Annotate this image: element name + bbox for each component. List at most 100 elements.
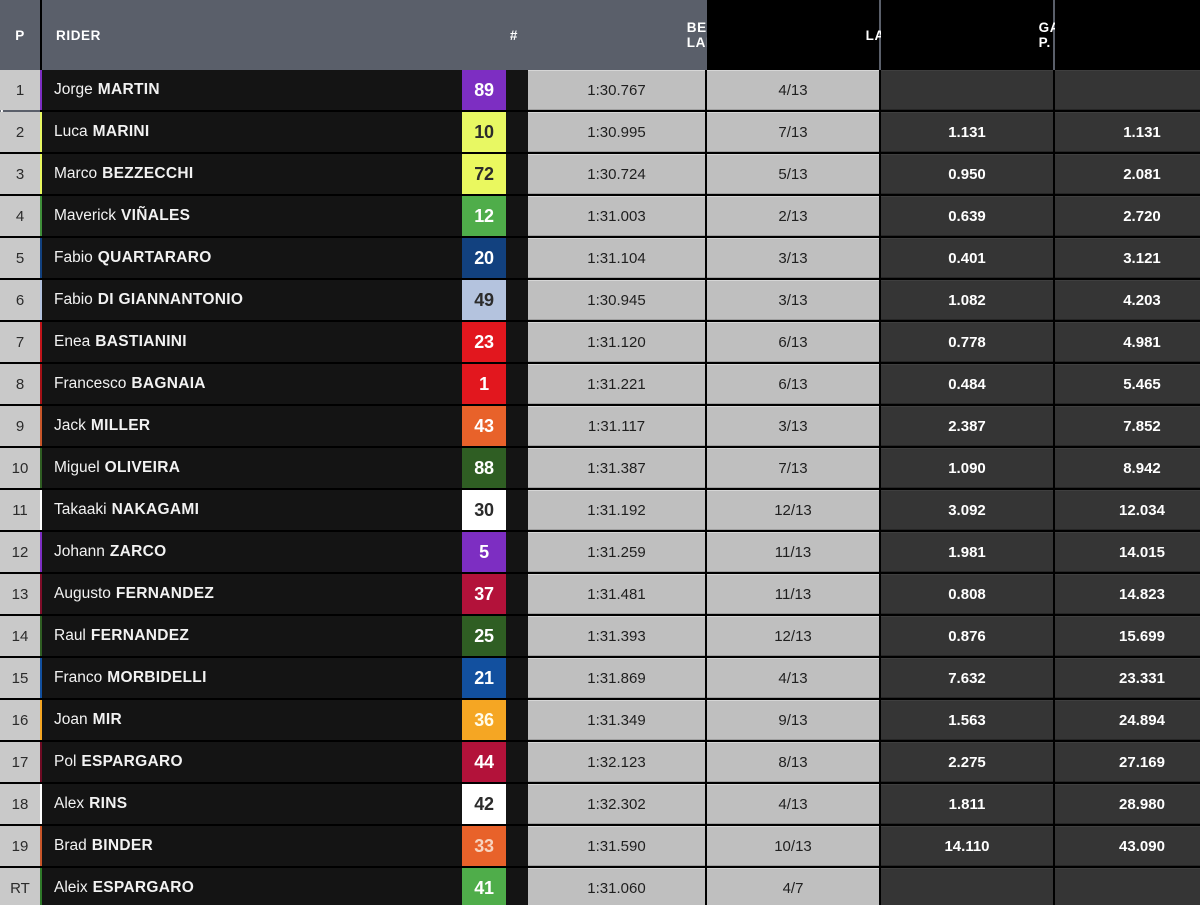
table-row[interactable]: 10 Miguel OLIVEIRA 88 1:31.387 7/13 1.090 8.942 <box>0 448 1200 488</box>
rider-first-name: Jorge <box>54 81 93 98</box>
table-row[interactable]: 1 Jorge MARTIN 89 1:30.767 4/13 <box>0 70 1200 110</box>
table-row[interactable]: 8 Francesco BAGNAIA 1 1:31.221 6/13 0.484 5.465 <box>0 364 1200 404</box>
team-accent-bar <box>40 700 42 740</box>
cell-lap: 10/13 <box>707 826 879 866</box>
team-accent-bar <box>40 154 42 194</box>
row-divider <box>0 530 1200 532</box>
cell-divider <box>705 616 707 656</box>
cell-gap-previous: 0.639 <box>881 196 1053 236</box>
cell-best-lap: 1:31.259 <box>528 532 705 572</box>
row-divider <box>0 446 1200 448</box>
rider-last-name: ESPARGARO <box>92 879 195 896</box>
table-row[interactable]: 13 Augusto FERNANDEZ 37 1:31.481 11/13 0.808 14… <box>0 574 1200 614</box>
cell-gap-previous: 0.950 <box>881 154 1053 194</box>
cell-divider <box>1053 196 1055 236</box>
table-row[interactable]: 17 Pol ESPARGARO 44 1:32.123 8/13 2.275 27.169 <box>0 742 1200 782</box>
table-row[interactable]: 16 Joan MIR 36 1:31.349 9/13 1.563 24.894 <box>0 700 1200 740</box>
header-position[interactable]: P <box>0 0 40 70</box>
cell-lap: 6/13 <box>707 322 879 362</box>
row-tail <box>506 784 528 824</box>
cell-divider <box>705 364 707 404</box>
cell-position: RT <box>0 868 40 905</box>
cell-divider <box>705 700 707 740</box>
cell-rider-number: 49 <box>462 280 506 320</box>
cell-gap-previous: 7.632 <box>881 658 1053 698</box>
cell-lap: 4/13 <box>707 784 879 824</box>
row-divider <box>0 782 1200 784</box>
header-number[interactable]: # <box>506 0 528 70</box>
cell-divider <box>1053 448 1055 488</box>
cell-gap-first: 5.465 <box>1055 364 1200 404</box>
rider-first-name: Brad <box>54 837 87 854</box>
cell-rider-name: Fabio DI GIANNANTONIO <box>42 280 462 320</box>
table-row[interactable]: RT Aleix ESPARGARO 41 1:31.060 4/7 <box>0 868 1200 905</box>
rider-number-badge: 43 <box>462 406 506 446</box>
cell-lap: 6/13 <box>707 364 879 404</box>
cell-divider <box>879 658 881 698</box>
table-row[interactable]: 3 Marco BEZZECCHI 72 1:30.724 5/13 0.950 2.081 <box>0 154 1200 194</box>
cell-gap-previous: 0.876 <box>881 616 1053 656</box>
cell-divider <box>705 574 707 614</box>
cell-rider-name: Brad BINDER <box>42 826 462 866</box>
cell-divider <box>879 826 881 866</box>
cell-gap-first: 3.121 <box>1055 238 1200 278</box>
cell-rider-number: 23 <box>462 322 506 362</box>
table-row[interactable]: 18 Alex RINS 42 1:32.302 4/13 1.811 28.980 <box>0 784 1200 824</box>
header-spacer <box>528 0 705 70</box>
cell-position: 8 <box>0 364 40 404</box>
cell-divider <box>879 532 881 572</box>
cell-divider <box>705 532 707 572</box>
table-row[interactable]: 9 Jack MILLER 43 1:31.117 3/13 2.387 7.852 <box>0 406 1200 446</box>
cell-rider-number: 20 <box>462 238 506 278</box>
cell-best-lap: 1:31.104 <box>528 238 705 278</box>
rider-last-name: BINDER <box>91 837 153 854</box>
cell-gap-first: 24.894 <box>1055 700 1200 740</box>
cell-best-lap: 1:31.869 <box>528 658 705 698</box>
cell-rider-number: 89 <box>462 70 506 110</box>
rider-last-name: BAGNAIA <box>131 375 206 392</box>
table-row[interactable]: 6 Fabio DI GIANNANTONIO 49 1:30.945 3/13 1.082… <box>0 280 1200 320</box>
cell-best-lap: 1:31.120 <box>528 322 705 362</box>
row-tail <box>506 154 528 194</box>
row-divider <box>0 740 1200 742</box>
table-header: P RIDER # BEST LAP LAP GAP P. GAP F. <box>0 0 1200 140</box>
cell-rider-number: 43 <box>462 406 506 446</box>
cell-rider-name: Aleix ESPARGARO <box>42 868 462 905</box>
table-row[interactable]: 14 Raul FERNANDEZ 25 1:31.393 12/13 0.876 15.69… <box>0 616 1200 656</box>
table-row[interactable]: 5 Fabio QUARTARARO 20 1:31.104 3/13 0.401 3.121 <box>0 238 1200 278</box>
cell-rider-number: 72 <box>462 154 506 194</box>
cell-gap-first: 14.823 <box>1055 574 1200 614</box>
table-row[interactable]: 2 Luca MARINI 10 1:30.995 7/13 1.131 1.131 <box>0 112 1200 152</box>
rider-number-badge: 42 <box>462 784 506 824</box>
cell-divider <box>1053 322 1055 362</box>
rider-last-name: BASTIANINI <box>95 333 187 350</box>
cell-divider <box>705 868 707 905</box>
table-row[interactable]: 19 Brad BINDER 33 1:31.590 10/13 14.110 43.090 <box>0 826 1200 866</box>
cell-position: 6 <box>0 280 40 320</box>
cell-lap: 7/13 <box>707 112 879 152</box>
rider-last-name: FERNANDEZ <box>115 585 215 602</box>
row-divider <box>0 362 1200 364</box>
cell-divider <box>1053 280 1055 320</box>
cell-best-lap: 1:30.724 <box>528 154 705 194</box>
header-rider[interactable]: RIDER <box>42 0 506 70</box>
cell-rider-name: Jorge MARTIN <box>42 70 462 110</box>
table-row[interactable]: 12 Johann ZARCO 5 1:31.259 11/13 1.981 14.015 <box>0 532 1200 572</box>
cell-divider <box>1053 490 1055 530</box>
cell-divider <box>705 322 707 362</box>
rider-last-name: DI GIANNANTONIO <box>97 291 244 308</box>
rider-first-name: Johann <box>54 543 105 560</box>
cell-best-lap: 1:31.590 <box>528 826 705 866</box>
table-row[interactable]: 15 Franco MORBIDELLI 21 1:31.869 4/13 7.632 23.… <box>0 658 1200 698</box>
table-row[interactable]: 7 Enea BASTIANINI 23 1:31.120 6/13 0.778 4.981 <box>0 322 1200 362</box>
header-divider <box>1055 0 1200 70</box>
table-row[interactable]: 4 Maverick VIÑALES 12 1:31.003 2/13 0.639 2.720 <box>0 196 1200 236</box>
cell-rider-number: 12 <box>462 196 506 236</box>
rider-first-name: Miguel <box>54 459 100 476</box>
table-row[interactable]: 11 Takaaki NAKAGAMI 30 1:31.192 12/13 3.092 12.… <box>0 490 1200 530</box>
cell-divider <box>705 826 707 866</box>
rider-number-badge: 72 <box>462 154 506 194</box>
cell-gap-previous: 1.811 <box>881 784 1053 824</box>
cell-divider <box>879 700 881 740</box>
